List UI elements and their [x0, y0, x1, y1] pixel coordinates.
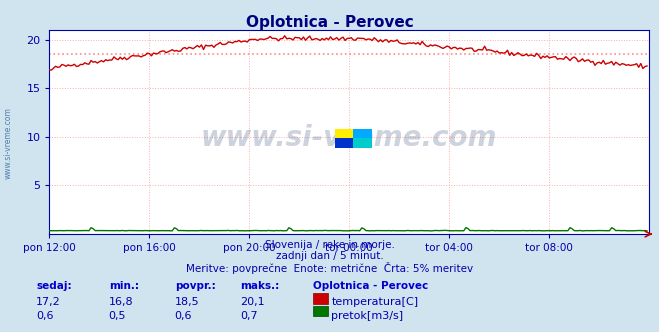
- Text: 0,6: 0,6: [175, 311, 192, 321]
- Text: maks.:: maks.:: [241, 281, 280, 290]
- Text: 16,8: 16,8: [109, 297, 133, 307]
- Text: www.si-vreme.com: www.si-vreme.com: [201, 124, 498, 152]
- Text: 0,5: 0,5: [109, 311, 127, 321]
- Text: 17,2: 17,2: [36, 297, 61, 307]
- Text: 20,1: 20,1: [241, 297, 265, 307]
- Text: min.:: min.:: [109, 281, 139, 290]
- Text: www.si-vreme.com: www.si-vreme.com: [4, 107, 13, 179]
- Text: 18,5: 18,5: [175, 297, 199, 307]
- Text: Oplotnica - Perovec: Oplotnica - Perovec: [313, 281, 428, 290]
- Text: 0,6: 0,6: [36, 311, 54, 321]
- Text: povpr.:: povpr.:: [175, 281, 215, 290]
- Text: sedaj:: sedaj:: [36, 281, 72, 290]
- Text: Meritve: povprečne  Enote: metrične  Črta: 5% meritev: Meritve: povprečne Enote: metrične Črta:…: [186, 262, 473, 274]
- Text: Slovenija / reke in morje.: Slovenija / reke in morje.: [264, 240, 395, 250]
- Text: pretok[m3/s]: pretok[m3/s]: [331, 311, 403, 321]
- Text: temperatura[C]: temperatura[C]: [331, 297, 418, 307]
- Text: 0,7: 0,7: [241, 311, 258, 321]
- Text: zadnji dan / 5 minut.: zadnji dan / 5 minut.: [275, 251, 384, 261]
- Text: Oplotnica - Perovec: Oplotnica - Perovec: [246, 15, 413, 30]
